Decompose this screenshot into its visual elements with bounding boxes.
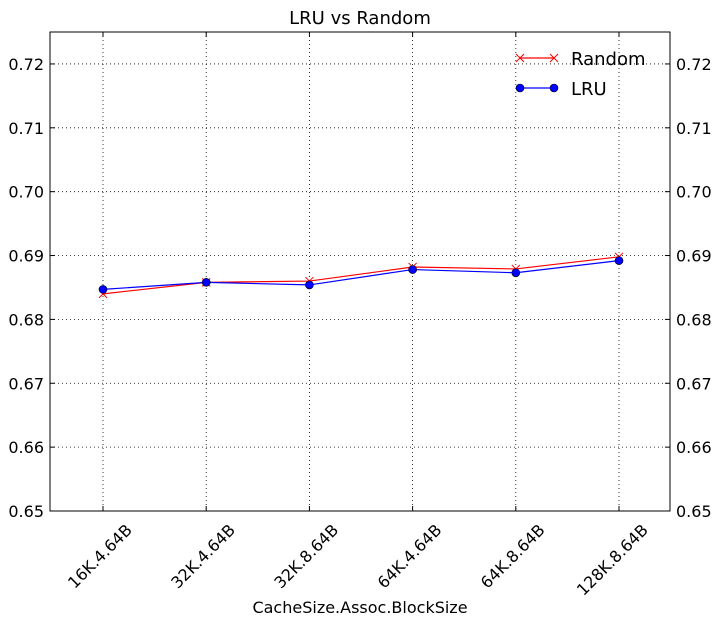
y-tick-label-right: 0.72 <box>676 55 712 74</box>
x-tick-label: 128K.8.64B <box>573 520 652 599</box>
data-point <box>408 265 417 274</box>
data-point <box>614 256 624 265</box>
y-tick-label-right: 0.67 <box>676 374 712 393</box>
x-tick-label: 16K.4.64B <box>64 520 136 592</box>
data-point <box>305 280 314 290</box>
x-tick-label: 64K.4.64B <box>374 520 446 592</box>
y-tick-label-right: 0.68 <box>676 310 712 329</box>
y-tick-label-right: 0.70 <box>676 183 712 202</box>
series-line <box>102 256 620 295</box>
x-tick-label: 32K.8.64B <box>270 520 342 592</box>
legend-label: LRU <box>571 79 607 100</box>
y-tick-label-left: 0.72 <box>8 55 44 74</box>
legend-marker <box>515 83 525 93</box>
y-tick-label-right: 0.69 <box>676 247 712 266</box>
x-axis-label: CacheSize.Assoc.BlockSize <box>252 598 467 617</box>
data-point <box>98 285 108 294</box>
x-tick-label: 32K.4.64B <box>167 520 239 592</box>
legend-item-random: Random <box>515 49 646 70</box>
legend-marker <box>549 83 559 93</box>
legend-item-lru: LRU <box>515 79 607 100</box>
y-tick-label-right: 0.66 <box>676 438 712 457</box>
series-random <box>98 252 624 299</box>
y-tick-label-left: 0.70 <box>8 183 44 202</box>
plot-frame <box>49 31 671 512</box>
series-line <box>102 260 620 290</box>
y-tick-label-left: 0.69 <box>8 247 44 266</box>
y-axis-ticks: 0.65 0.65 0.66 0.66 0.67 0.67 0.68 0.68 0.69 0.69… <box>8 55 711 521</box>
series-layer <box>98 252 624 299</box>
data-point <box>511 268 521 278</box>
y-tick-label-left: 0.68 <box>8 310 44 329</box>
data-point <box>201 278 211 287</box>
y-tick-label-right: 0.71 <box>676 119 712 138</box>
legend: Random LRU <box>515 49 646 100</box>
series-lru <box>98 256 624 294</box>
x-axis-ticks: 16K.4.64B 32K.4.64B 32K.8.64B 64K.4.64B 64K.… <box>64 32 652 599</box>
y-tick-label-left: 0.66 <box>8 438 44 457</box>
y-tick-label-right: 0.65 <box>676 502 712 521</box>
legend-marker <box>515 53 525 63</box>
chart-title: LRU vs Random <box>289 8 431 29</box>
grid-lines <box>50 32 670 512</box>
legend-marker <box>549 53 559 63</box>
x-tick-label: 64K.8.64B <box>477 520 549 592</box>
legend-label: Random <box>571 49 646 70</box>
y-tick-label-left: 0.65 <box>8 502 44 521</box>
y-tick-label-left: 0.67 <box>8 374 44 393</box>
y-tick-label-left: 0.71 <box>8 119 44 138</box>
